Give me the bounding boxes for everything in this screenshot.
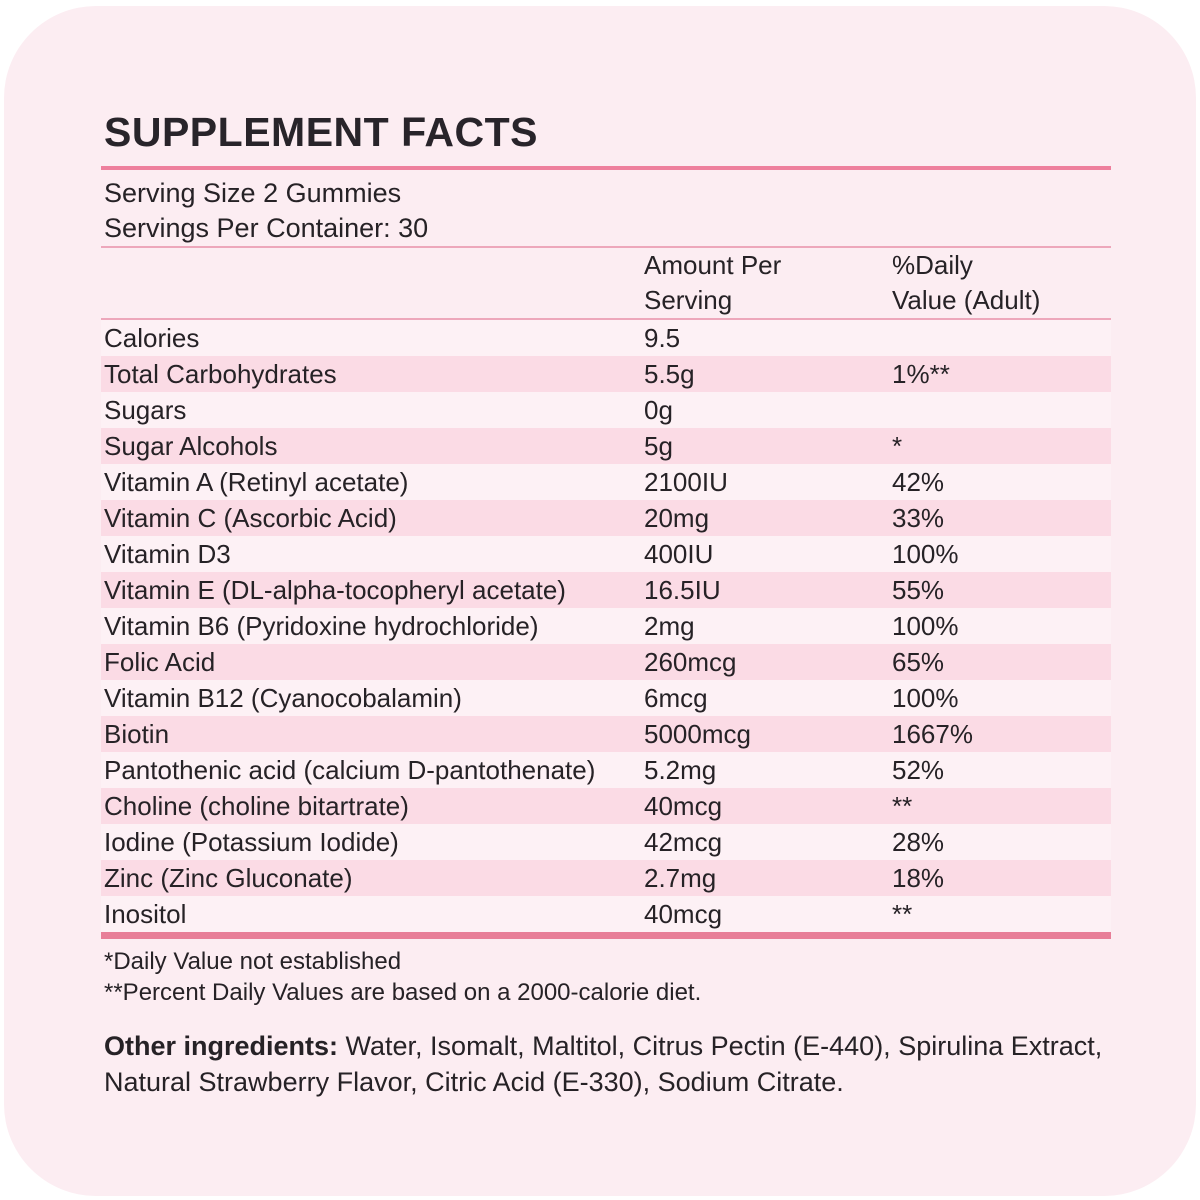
daily-value-cell: 1%** [892,359,950,389]
daily-value-column-header: %Daily Value (Adult) [892,248,1111,318]
amount-cell: 6mcg [644,683,708,713]
amount-cell: 2.7mg [644,863,717,893]
nutrient-name-cell: Calories [104,323,200,353]
table-row: Pantothenic acid (calcium D-pantothenate… [101,752,1111,788]
footnote-percent-dv: **Percent Daily Values are based on a 20… [104,979,702,1006]
other-ingredients: Other ingredients: Water, Isomalt, Malti… [101,1028,1111,1100]
amount-cell: 400IU [644,539,714,569]
footnotes: *Daily Value not established **Percent D… [101,946,1111,1008]
amount-header-line2: Serving [644,285,733,315]
nutrient-name-cell: Zinc (Zinc Gluconate) [104,863,353,893]
other-ingredients-label: Other ingredients: [104,1031,339,1061]
title-divider [101,166,1111,170]
table-row: Sugars 0g [101,392,1111,428]
table-row: Calories 9.5 [101,320,1111,356]
daily-value-cell [892,392,1111,428]
nutrient-name-cell: Vitamin E (DL-alpha-tocopheryl acetate) [104,575,566,605]
nutrient-name-cell: Pantothenic acid (calcium D-pantothenate… [104,755,596,785]
nutrient-name-cell: Vitamin B6 (Pyridoxine hydrochloride) [104,611,539,641]
dv-header-line1: %Daily [892,250,973,280]
table-row: Total Carbohydrates 5.5g 1%** [101,356,1111,392]
table-row: Sugar Alcohols 5g * [101,428,1111,464]
nutrient-column-header [101,248,644,318]
nutrient-name-cell: Total Carbohydrates [104,359,337,389]
amount-cell: 5.5g [644,359,695,389]
table-row: Vitamin C (Ascorbic Acid) 20mg 33% [101,500,1111,536]
daily-value-cell: 100% [892,683,959,713]
nutrient-name-cell: Biotin [104,719,170,749]
nutrient-name-cell: Iodine (Potassium Iodide) [104,827,399,857]
nutrient-name-cell: Vitamin B12 (Cyanocobalamin) [104,683,462,713]
daily-value-cell: 65% [892,647,945,677]
nutrient-name-cell: Sugar Alcohols [104,431,278,461]
nutrient-name-cell: Folic Acid [104,647,216,677]
nutrient-name-cell: Vitamin D3 [104,539,231,569]
daily-value-cell: 100% [892,539,959,569]
table-row: Vitamin E (DL-alpha-tocopheryl acetate) … [101,572,1111,608]
amount-cell: 9.5 [644,323,681,353]
serving-size-text: Serving Size 2 Gummies [104,178,402,208]
table-row: Choline (choline bitartrate) 40mcg ** [101,788,1111,824]
table-header: Amount Per Serving %Daily Value (Adult) [101,248,1111,318]
daily-value-cell: 52% [892,755,945,785]
servings-per-container-text: Servings Per Container: 30 [104,213,429,243]
other-ingredients-list: Water, Isomalt, Maltitol, Citrus Pectin … [104,1031,1103,1097]
dv-header-line2: Value (Adult) [892,285,1041,315]
amount-cell: 0g [644,395,673,425]
table-row: Biotin 5000mcg 1667% [101,716,1111,752]
nutrient-name-cell: Vitamin A (Retinyl acetate) [104,467,409,497]
panel-title: SUPPLEMENT FACTS [104,109,538,155]
amount-cell: 42mcg [644,827,723,857]
daily-value-cell: 42% [892,467,945,497]
supplement-facts-panel: SUPPLEMENT FACTS Serving Size 2 Gummies … [101,110,1111,1100]
table-row: Vitamin B12 (Cyanocobalamin) 6mcg 100% [101,680,1111,716]
amount-cell: 16.5IU [644,575,721,605]
amount-cell: 5000mcg [644,719,751,749]
amount-cell: 2mg [644,611,695,641]
table-row: Inositol 40mcg ** [101,896,1111,932]
facts-rows: Calories 9.5 Total Carbohydrates 5.5g 1%… [101,320,1111,932]
table-row: Vitamin A (Retinyl acetate) 2100IU 42% [101,464,1111,500]
daily-value-cell: 1667% [892,719,973,749]
table-row: Folic Acid 260mcg 65% [101,644,1111,680]
daily-value-cell: ** [892,791,913,821]
amount-column-header: Amount Per Serving [644,248,892,318]
table-row: Zinc (Zinc Gluconate) 2.7mg 18% [101,860,1111,896]
amount-cell: 40mcg [644,791,723,821]
amount-cell: 2100IU [644,467,728,497]
daily-value-cell: 28% [892,827,945,857]
daily-value-cell: 18% [892,863,945,893]
table-row: Iodine (Potassium Iodide) 42mcg 28% [101,824,1111,860]
amount-cell: 5g [644,431,673,461]
daily-value-cell: * [892,431,903,461]
nutrient-name-cell: Choline (choline bitartrate) [104,791,409,821]
amount-cell: 40mcg [644,899,723,929]
supplement-label-card: SUPPLEMENT FACTS Serving Size 2 Gummies … [4,6,1196,1196]
nutrient-name-cell: Vitamin C (Ascorbic Acid) [104,503,397,533]
daily-value-cell: 100% [892,611,959,641]
table-bottom-bar [101,932,1111,939]
amount-cell: 20mg [644,503,710,533]
serving-divider [101,246,1111,248]
daily-value-cell: 33% [892,503,945,533]
amount-cell: 260mcg [644,647,737,677]
daily-value-cell: 55% [892,575,945,605]
daily-value-cell: ** [892,899,913,929]
footnote-dv-not-established: *Daily Value not established [104,948,402,975]
header-divider [101,318,1111,320]
serving-info: Serving Size 2 Gummies Servings Per Cont… [101,170,1111,246]
table-row: Vitamin D3 400IU 100% [101,536,1111,572]
amount-cell: 5.2mg [644,755,717,785]
nutrient-name-cell: Sugars [104,395,187,425]
amount-header-line1: Amount Per [644,250,782,280]
table-row: Vitamin B6 (Pyridoxine hydrochloride) 2m… [101,608,1111,644]
daily-value-cell [892,320,1111,356]
nutrient-name-cell: Inositol [104,899,187,929]
